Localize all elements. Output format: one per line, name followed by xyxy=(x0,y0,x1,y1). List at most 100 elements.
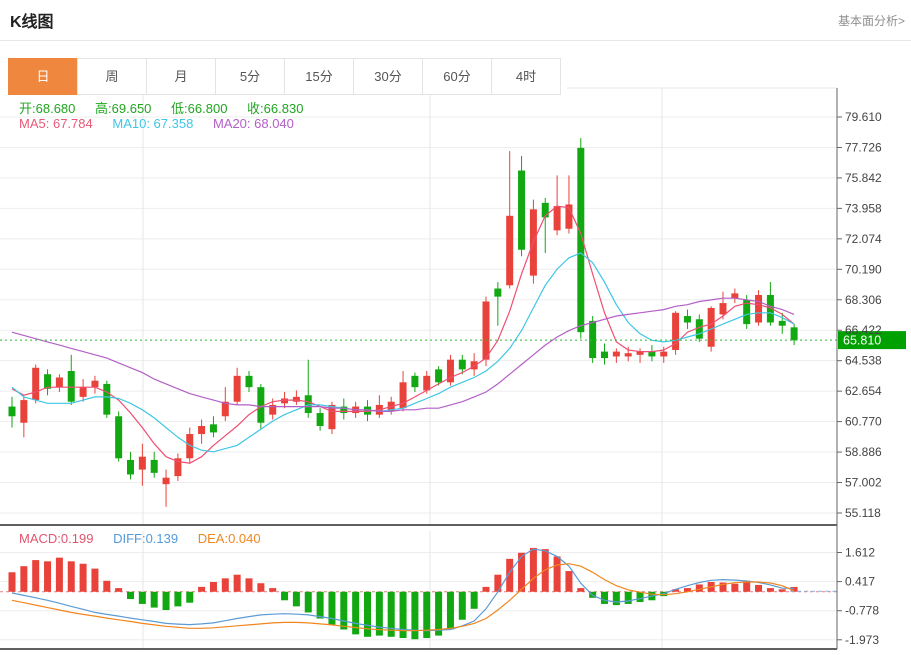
tab-5min[interactable]: 5分 xyxy=(215,58,285,95)
close-value: 66.830 xyxy=(263,101,304,116)
macd-bar xyxy=(494,574,502,592)
macd-bar xyxy=(731,583,739,592)
macd-bar xyxy=(8,572,16,592)
macd-legend: MACD:0.199 DIFF:0.139 DEA:0.040 xyxy=(19,531,277,546)
candle-body xyxy=(494,288,502,297)
candle-body xyxy=(601,351,608,359)
candle-body xyxy=(458,359,466,370)
candle-body xyxy=(55,377,63,388)
candle-body xyxy=(44,374,52,389)
candle-body xyxy=(636,351,644,355)
macd-bar xyxy=(162,591,170,611)
candle-body xyxy=(364,406,371,415)
main-y-tick: 57.002 xyxy=(845,476,882,490)
macd-bar xyxy=(209,582,217,592)
timeframe-tabbar: 日 周 月 5分 15分 30分 60分 4时 xyxy=(8,58,561,95)
macd-bar xyxy=(115,588,123,592)
macd-y-tick: 0.417 xyxy=(845,575,875,589)
macd-bar xyxy=(482,586,490,592)
ma5-value: 67.784 xyxy=(52,116,93,131)
main-y-tick: 60.770 xyxy=(845,415,882,429)
open-label: 开: xyxy=(19,101,36,116)
macd-bar xyxy=(221,578,229,592)
candle-body xyxy=(186,434,194,459)
macd-y-tick: 1.612 xyxy=(845,546,875,560)
candle-body xyxy=(743,299,751,325)
main-y-tick: 58.886 xyxy=(845,445,882,459)
diff-value: 0.139 xyxy=(145,531,179,546)
candle-body xyxy=(446,359,454,383)
candle-body xyxy=(91,380,99,388)
fundamental-analysis-link[interactable]: 基本面分析> xyxy=(837,14,905,28)
main-y-tick: 72.074 xyxy=(845,232,882,246)
ma10-line xyxy=(11,252,795,453)
main-y-tick: 68.306 xyxy=(845,293,882,307)
macd-bar xyxy=(636,591,644,602)
macd-bar xyxy=(174,591,182,607)
tab-30min[interactable]: 30分 xyxy=(353,58,423,95)
candle-body xyxy=(209,424,217,433)
main-y-tick: 64.538 xyxy=(845,354,882,368)
macd-bar xyxy=(743,580,751,592)
tab-15min[interactable]: 15分 xyxy=(284,58,354,95)
macd-bar xyxy=(32,560,40,592)
current-price-badge: 65.810 xyxy=(838,331,906,350)
diff-label: DIFF: xyxy=(113,531,146,546)
tab-60min[interactable]: 60分 xyxy=(422,58,492,95)
dea-line xyxy=(11,563,795,632)
tab-week[interactable]: 周 xyxy=(77,58,147,95)
axes xyxy=(0,88,838,650)
candle-body xyxy=(162,477,170,485)
macd-bar xyxy=(719,582,727,592)
candle-body xyxy=(8,406,16,417)
candle-body xyxy=(695,319,703,339)
macd-bar xyxy=(755,584,763,592)
candle-body xyxy=(778,320,786,326)
macd-bar xyxy=(411,591,419,640)
candle-body xyxy=(304,395,312,414)
candle-body xyxy=(316,413,324,426)
main-y-tick: 70.190 xyxy=(845,262,882,276)
candle-body xyxy=(565,204,573,229)
macd-bar xyxy=(778,589,786,592)
macd-bar xyxy=(553,556,561,592)
candle-body xyxy=(103,383,111,415)
candle-body xyxy=(482,301,490,360)
macd-bar xyxy=(233,574,241,592)
candle-body xyxy=(707,307,715,347)
main-y-tick: 79.610 xyxy=(845,110,882,124)
candle-body xyxy=(435,369,443,383)
macd-bar xyxy=(423,591,431,639)
ma-legend: MA5: 67.784 MA10: 67.358 MA20: 68.040 xyxy=(19,116,310,131)
candle-body xyxy=(198,425,206,435)
candle-body xyxy=(470,361,478,370)
macd-bar xyxy=(435,591,443,636)
open-value: 68.680 xyxy=(35,101,76,116)
macd-bar xyxy=(458,591,466,620)
macd-label: MACD: xyxy=(19,531,61,546)
tab-month[interactable]: 月 xyxy=(146,58,216,95)
candle-body xyxy=(257,387,265,423)
y-axis-labels: 79.610 77.726 75.842 73.958 72.074 70.190 68.3… xyxy=(837,110,882,647)
macd-bar xyxy=(316,591,324,619)
candle-body xyxy=(150,459,158,473)
macd-bar xyxy=(352,591,360,635)
macd-bar xyxy=(91,568,99,592)
macd-bar xyxy=(103,580,111,592)
macd-y-tick: -1.973 xyxy=(845,633,879,647)
macd-bar xyxy=(790,586,798,592)
macd-y-tick: -0.778 xyxy=(845,604,879,618)
close-label: 收: xyxy=(247,101,264,116)
macd-bar xyxy=(127,591,134,600)
tab-4hour[interactable]: 4时 xyxy=(491,58,561,95)
macd-bar xyxy=(565,571,573,592)
macd-bar xyxy=(506,558,514,592)
dea-value: 0.040 xyxy=(228,531,261,546)
ma20-label: MA20: xyxy=(212,116,255,131)
svg-text:65.810: 65.810 xyxy=(843,334,881,348)
tab-day[interactable]: 日 xyxy=(8,58,78,95)
ohlc-legend: 开:68.680 高:69.650 低:66.800 收:66.830 xyxy=(19,98,319,117)
candle-body xyxy=(683,316,691,323)
